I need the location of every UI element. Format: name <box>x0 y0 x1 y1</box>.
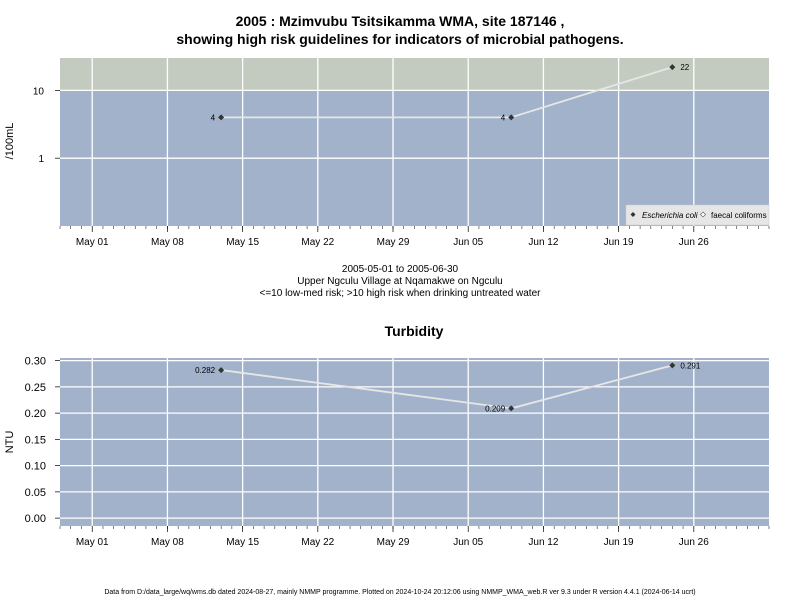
turbidity-data-label: 0.209 <box>485 404 506 413</box>
bottom-y-tick-label: 0.00 <box>25 513 46 525</box>
legend-faecal: faecal coliforms <box>711 211 767 220</box>
caption-site: Upper Ngculu Village at Nqamakwe on Ngcu… <box>297 276 503 287</box>
bottom-tick-label: Jun 26 <box>679 537 709 548</box>
top-y-tick-label: 10 <box>33 86 45 97</box>
top-tick-label: May 15 <box>226 237 259 248</box>
ecoli-legend-marker <box>630 212 636 217</box>
ecoli-data-label: 4 <box>211 113 216 122</box>
top-tick-label: May 01 <box>76 237 109 248</box>
bottom-tick-label: Jun 19 <box>604 537 634 548</box>
turbidity-point <box>218 367 225 374</box>
bottom-tick-label: May 22 <box>301 537 334 548</box>
bottom-tick-label: May 15 <box>226 537 259 548</box>
bottom-tick-label: May 29 <box>377 537 410 548</box>
bottom-gridlines <box>60 358 769 526</box>
legend-box <box>625 204 770 226</box>
bottom-y-tick-label: 0.30 <box>25 356 46 368</box>
chart-title-line2: showing high risk guidelines for indicat… <box>176 31 624 47</box>
turbidity-point <box>669 362 676 369</box>
top-tick-label: Jun 26 <box>679 237 709 248</box>
footer-note: Data from D:/data_large/wq/wms.db dated … <box>104 589 696 596</box>
bottom-tick-label: Jun 05 <box>453 537 483 548</box>
legend: Escherichia coli faecal coliforms <box>625 204 770 226</box>
top-y-tick-label: 1 <box>38 154 44 165</box>
bottom-tick-label: Jun 12 <box>528 537 558 548</box>
top-y-axis-label: /100mL <box>4 123 16 160</box>
bottom-y-axis-label: NTU <box>4 431 16 454</box>
top-tick-label: Jun 12 <box>528 237 558 248</box>
turbidity-point <box>508 405 515 412</box>
bottom-y-tick-label: 0.10 <box>25 461 46 473</box>
top-x-axis: May 01 May 08 May 15 May 22 May 29 Jun 05 Jun … <box>59 226 770 248</box>
faecal-legend-marker <box>700 211 706 218</box>
turbidity-panel <box>60 358 769 526</box>
top-tick-label: Jun 05 <box>453 237 483 248</box>
top-tick-label: May 29 <box>377 237 410 248</box>
top-gridlines <box>60 58 769 226</box>
bottom-series: 0.282 0.209 0.291 <box>195 361 701 413</box>
top-chart: 4 4 22 May 01 May 08 May 15 May 22 May 29 Jun 0… <box>4 58 770 248</box>
caption-date-range: 2005-05-01 to 2005-06-30 <box>341 264 459 275</box>
bottom-y-tick-label: 0.15 <box>25 434 46 446</box>
top-tick-label: Jun 19 <box>604 237 634 248</box>
bottom-chart-title: Turbidity <box>385 323 444 339</box>
turbidity-data-label: 0.291 <box>680 361 701 370</box>
bottom-y-axis: 0.30 0.25 0.20 0.15 0.10 0.05 0.00 <box>25 356 60 525</box>
bottom-y-tick-label: 0.05 <box>25 487 46 499</box>
ecoli-data-label: 22 <box>680 63 689 72</box>
bottom-y-tick-label: 0.20 <box>25 408 46 420</box>
chart-title-line1: 2005 : Mzimvubu Tsitsikamma WMA, site 18… <box>235 13 565 29</box>
legend-ecoli: Escherichia coli <box>642 211 698 220</box>
top-tick-label: May 08 <box>151 237 184 248</box>
ecoli-point <box>669 64 676 71</box>
bottom-y-tick-label: 0.25 <box>25 382 46 394</box>
bottom-x-axis: May 01 May 08 May 15 May 22 May 29 Jun 05 Jun … <box>59 526 770 548</box>
bottom-tick-label: May 08 <box>151 537 184 548</box>
ecoli-point <box>218 114 225 121</box>
high-risk-band <box>60 58 769 91</box>
ecoli-data-label: 4 <box>501 113 506 122</box>
top-series: 4 4 22 <box>211 63 690 122</box>
top-y-axis: 10 1 <box>33 86 60 165</box>
ecoli-point <box>508 114 515 121</box>
turbidity-data-label: 0.282 <box>195 366 216 375</box>
bottom-tick-label: May 01 <box>76 537 109 548</box>
top-tick-label: May 22 <box>301 237 334 248</box>
caption-risk-note: <=10 low-med risk; >10 high risk when dr… <box>259 288 541 299</box>
